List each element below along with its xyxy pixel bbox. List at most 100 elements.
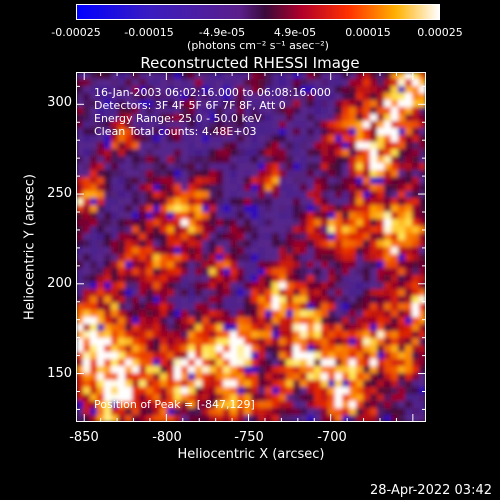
heatmap-cell (279, 240, 287, 248)
heatmap-cell (153, 142, 161, 150)
heatmap-cell (293, 142, 301, 150)
heatmap-cell (328, 212, 336, 220)
heatmap-cell (167, 317, 175, 325)
heatmap-cell (293, 380, 301, 388)
heatmap-cell (363, 338, 371, 346)
heatmap-cell (216, 100, 224, 108)
heatmap-cell (363, 282, 371, 290)
heatmap-cell (384, 226, 392, 234)
heatmap-cell (293, 79, 301, 87)
heatmap-cell (216, 275, 224, 283)
heatmap-cell (412, 72, 420, 80)
heatmap-cell (300, 93, 308, 101)
heatmap-cell (181, 156, 189, 164)
heatmap-cell (97, 282, 105, 290)
heatmap-cell (321, 373, 329, 381)
heatmap-cell (223, 184, 231, 192)
heatmap-cell (307, 121, 315, 129)
heatmap-cell (314, 191, 322, 199)
heatmap-cell (90, 373, 98, 381)
heatmap-cell (314, 401, 322, 409)
heatmap-cell (335, 128, 343, 136)
heatmap-cell (286, 359, 294, 367)
heatmap-cell (132, 191, 140, 199)
heatmap-cell (230, 352, 238, 360)
heatmap-cell (146, 135, 154, 143)
heatmap-cell (195, 100, 203, 108)
colorbar (76, 4, 440, 20)
heatmap-cell (160, 177, 168, 185)
heatmap-cell (146, 170, 154, 178)
heatmap-cell (265, 338, 273, 346)
heatmap-cell (377, 415, 385, 422)
heatmap-cell (293, 373, 301, 381)
heatmap-cell (307, 310, 315, 318)
heatmap-cell (76, 373, 84, 381)
heatmap-cell (251, 177, 259, 185)
heatmap-cell (230, 331, 238, 339)
x-axis-label: Heliocentric X (arcsec) (177, 447, 325, 462)
heatmap-cell (356, 268, 364, 276)
heatmap-cell (90, 240, 98, 248)
heatmap-cell (195, 282, 203, 290)
heatmap-cell (188, 86, 196, 94)
heatmap-cell (216, 352, 224, 360)
heatmap-cell (342, 212, 350, 220)
heatmap-cell (139, 254, 147, 262)
heatmap-cell (377, 338, 385, 346)
heatmap-cell (223, 366, 231, 374)
heatmap-cell (412, 352, 420, 360)
heatmap-cell (181, 100, 189, 108)
heatmap-cell (251, 86, 259, 94)
heatmap-cell (391, 380, 399, 388)
heatmap-cell (398, 72, 406, 80)
heatmap-cell (370, 268, 378, 276)
heatmap-cell (370, 366, 378, 374)
heatmap-cell (342, 184, 350, 192)
heatmap-cell (363, 107, 371, 115)
heatmap-cell (265, 233, 273, 241)
heatmap-cell (146, 366, 154, 374)
heatmap-cell (188, 401, 196, 409)
heatmap-cell (76, 142, 84, 150)
heatmap-cell (314, 205, 322, 213)
heatmap-cell (300, 324, 308, 332)
heatmap-cell (76, 359, 84, 367)
heatmap-cell (391, 212, 399, 220)
heatmap-cell (377, 317, 385, 325)
heatmap-cell (118, 100, 126, 108)
heatmap-cell (335, 86, 343, 94)
heatmap-cell (321, 282, 329, 290)
heatmap-cell (195, 128, 203, 136)
heatmap-cell (398, 114, 406, 122)
heatmap-cell (153, 156, 161, 164)
heatmap-cell (265, 373, 273, 381)
heatmap-cell (265, 191, 273, 199)
heatmap-cell (419, 107, 426, 115)
heatmap-cell (195, 79, 203, 87)
heatmap-cell (76, 275, 84, 283)
heatmap-cell (412, 86, 420, 94)
heatmap-cell (216, 289, 224, 297)
heatmap-cell (118, 107, 126, 115)
heatmap-cell (237, 268, 245, 276)
heatmap-cell (412, 303, 420, 311)
heatmap-cell (314, 198, 322, 206)
heatmap-cell (405, 240, 413, 248)
chart-title: Reconstructed RHESSI Image (140, 54, 360, 72)
heatmap-cell (125, 352, 133, 360)
heatmap-cell (90, 128, 98, 136)
heatmap-cell (167, 282, 175, 290)
heatmap-cell (237, 156, 245, 164)
heatmap-cell (181, 338, 189, 346)
heatmap-cell (160, 79, 168, 87)
heatmap-cell (335, 142, 343, 150)
heatmap-cell (251, 156, 259, 164)
heatmap-cell (328, 191, 336, 199)
heatmap-cell (258, 100, 266, 108)
heatmap-cell (419, 184, 426, 192)
heatmap-cell (321, 212, 329, 220)
heatmap-cell (118, 212, 126, 220)
heatmap-cell (335, 401, 343, 409)
heatmap-cell (251, 268, 259, 276)
